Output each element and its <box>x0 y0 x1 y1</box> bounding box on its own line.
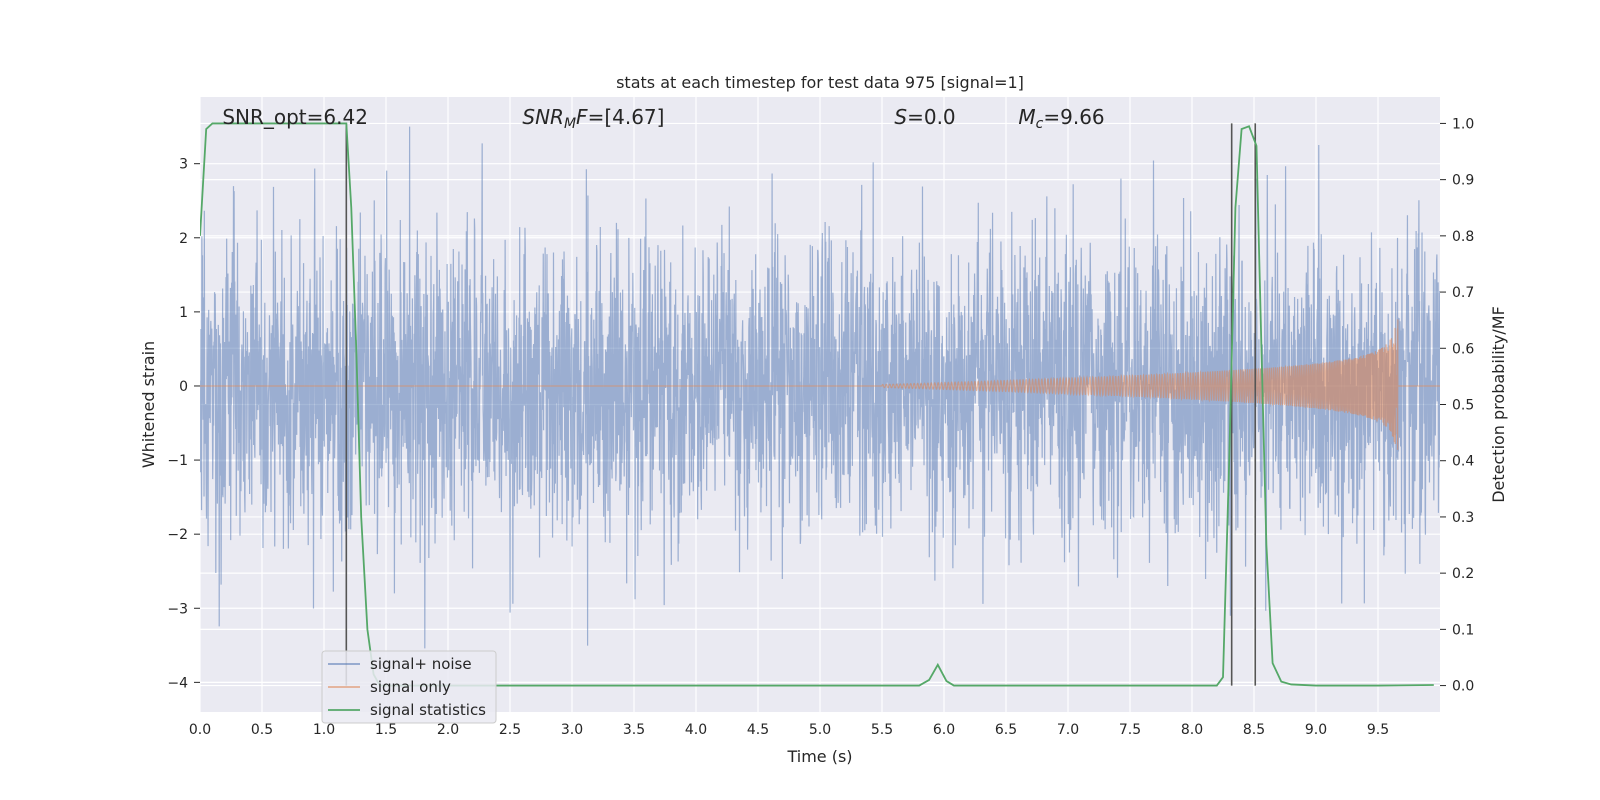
y2-tick-label: 0.7 <box>1452 285 1474 301</box>
x-tick-label: 1.5 <box>375 722 397 738</box>
x-tick-label: 2.0 <box>437 722 459 738</box>
y2-tick-label: 0.2 <box>1452 566 1474 582</box>
x-tick-label: 9.0 <box>1305 722 1327 738</box>
y2-tick-label: 0.3 <box>1452 510 1474 526</box>
annotation: SNRMF=[4.67] <box>522 105 664 132</box>
x-tick-label: 8.5 <box>1243 722 1265 738</box>
annotation: Mc=9.66 <box>1018 105 1104 132</box>
x-axis-label: Time (s) <box>786 747 852 766</box>
x-tick-label: 9.5 <box>1367 722 1389 738</box>
y-tick-label: −4 <box>167 675 188 691</box>
x-tick-label: 4.5 <box>747 722 769 738</box>
y-axis-label: Whitened strain <box>139 341 158 468</box>
annotation: S=0.0 <box>894 105 955 129</box>
y2-axis-ticks: 0.0 0.1 0.2 0.3 0.4 0.5 0.6 0.7 0.8 0.9 1.0 <box>1440 116 1474 695</box>
x-tick-label: 7.0 <box>1057 722 1079 738</box>
vertical-markers <box>345 123 1257 686</box>
plot-content <box>200 122 1440 687</box>
legend-label: signal statistics <box>370 701 486 719</box>
y-tick-label: −3 <box>167 601 188 617</box>
chart-title: stats at each timestep for test data 975… <box>616 73 1024 92</box>
x-tick-label: 0.5 <box>251 722 273 738</box>
y2-tick-label: 1.0 <box>1452 116 1474 132</box>
series-signal-noise <box>200 126 1440 649</box>
annotations: SNR_opt=6.42 SNRMF=[4.67] S=0.0 Mc=9.66 <box>222 105 1104 132</box>
legend-box <box>321 650 497 724</box>
x-tick-label: 5.5 <box>871 722 893 738</box>
y-axis-ticks: −4 −3 −2 −1 0 1 2 3 <box>167 157 200 691</box>
y-tick-label: 1 <box>179 305 188 321</box>
x-axis-ticks: 0.0 0.5 1.0 1.5 2.0 2.5 3.0 3.5 4.0 4.5 5.0 5.5 6.0 6… <box>189 722 1389 738</box>
series-signal-only <box>200 319 1440 450</box>
x-tick-label: 3.0 <box>561 722 583 738</box>
x-tick-label: 7.5 <box>1119 722 1141 738</box>
x-tick-label: 5.0 <box>809 722 831 738</box>
x-tick-label: 2.5 <box>499 722 521 738</box>
y2-axis-label: Detection probability/MF <box>1489 306 1508 503</box>
x-tick-label: 3.5 <box>623 722 645 738</box>
y-tick-label: −2 <box>167 527 188 543</box>
y-tick-label: −1 <box>167 453 188 469</box>
legend: signal+ noise signal only signal statistic… <box>321 650 497 724</box>
y2-tick-label: 0.4 <box>1452 454 1474 470</box>
y2-tick-label: 0.8 <box>1452 229 1474 245</box>
series-signal-statistics <box>200 122 1434 687</box>
x-tick-label: 6.5 <box>995 722 1017 738</box>
y2-tick-label: 0.1 <box>1452 622 1474 638</box>
x-tick-label: 8.0 <box>1181 722 1203 738</box>
legend-label: signal only <box>370 678 451 696</box>
y2-tick-label: 0.6 <box>1452 341 1474 357</box>
y-tick-label: 0 <box>179 379 188 395</box>
x-tick-label: 0.0 <box>189 722 211 738</box>
y2-tick-label: 0.0 <box>1452 679 1474 695</box>
x-tick-label: 6.0 <box>933 722 955 738</box>
annotation: SNR_opt=6.42 <box>222 105 368 129</box>
x-tick-label: 1.0 <box>313 722 335 738</box>
legend-label: signal+ noise <box>370 655 472 673</box>
x-tick-label: 4.0 <box>685 722 707 738</box>
y-tick-label: 3 <box>179 157 188 173</box>
y2-tick-label: 0.5 <box>1452 398 1474 414</box>
y2-tick-label: 0.9 <box>1452 173 1474 189</box>
y-tick-label: 2 <box>179 231 188 247</box>
